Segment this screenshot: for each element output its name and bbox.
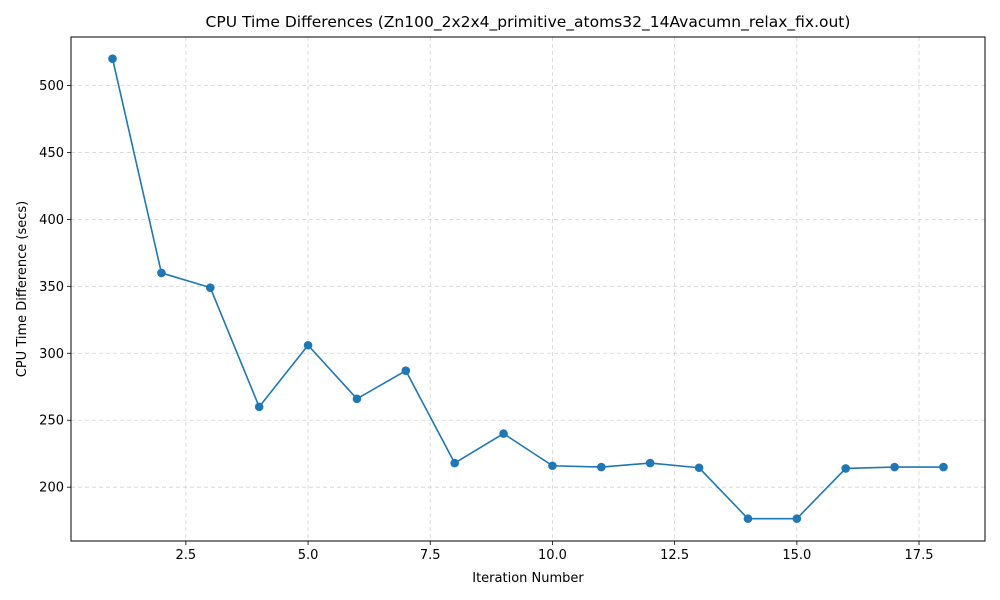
data-line-layer — [111, 58, 944, 520]
data-point-marker — [499, 429, 508, 438]
data-point-marker — [352, 394, 362, 404]
x-tick-label: 15.0 — [782, 548, 811, 563]
data-point-marker — [694, 463, 704, 473]
x-axis-ticks: 2.5 5.0 7.5 10.0 12.5 15.0 17.5 — [176, 541, 934, 563]
y-tick-label: 350 — [39, 280, 64, 295]
grid-lines — [71, 37, 985, 541]
data-point-marker — [303, 340, 313, 350]
x-tick-label: 7.5 — [420, 548, 441, 563]
data-point-marker — [108, 54, 117, 63]
data-point-marker — [890, 462, 899, 472]
y-tick-label: 500 — [39, 79, 64, 94]
y-axis-label: CPU Time Difference (secs) — [15, 201, 30, 378]
x-tick-label: 2.5 — [176, 548, 197, 563]
chart-title: CPU Time Differences (Zn100_2x2x4_primit… — [206, 13, 851, 32]
y-tick-label: 200 — [39, 481, 64, 496]
x-axis-label: Iteration Number — [472, 571, 584, 586]
data-point-marker — [205, 283, 215, 292]
data-point-marker — [254, 402, 264, 412]
data-point-marker — [548, 461, 557, 471]
data-point-marker — [597, 462, 606, 472]
plot-frame — [70, 36, 986, 542]
y-tick-label: 450 — [39, 146, 64, 161]
x-tick-label: 17.5 — [905, 548, 934, 563]
y-tick-label: 250 — [39, 414, 64, 429]
data-point-marker — [939, 462, 948, 472]
data-point-marker — [401, 366, 411, 375]
data-point-marker — [792, 514, 802, 523]
data-point-marker — [743, 514, 753, 523]
x-tick-label: 10.0 — [538, 548, 567, 563]
data-point-marker — [841, 464, 851, 473]
y-tick-label: 300 — [39, 347, 64, 362]
data-point-marker — [645, 458, 655, 468]
data-point-marker — [157, 268, 166, 278]
data-point-marker — [450, 458, 459, 468]
y-tick-label: 400 — [39, 213, 64, 228]
x-tick-label: 12.5 — [660, 548, 689, 563]
x-tick-label: 5.0 — [298, 548, 319, 563]
data-marker-layer — [108, 54, 948, 523]
series-line — [111, 58, 944, 520]
y-axis-ticks: 200 250 300 350 400 450 500 — [39, 79, 71, 496]
